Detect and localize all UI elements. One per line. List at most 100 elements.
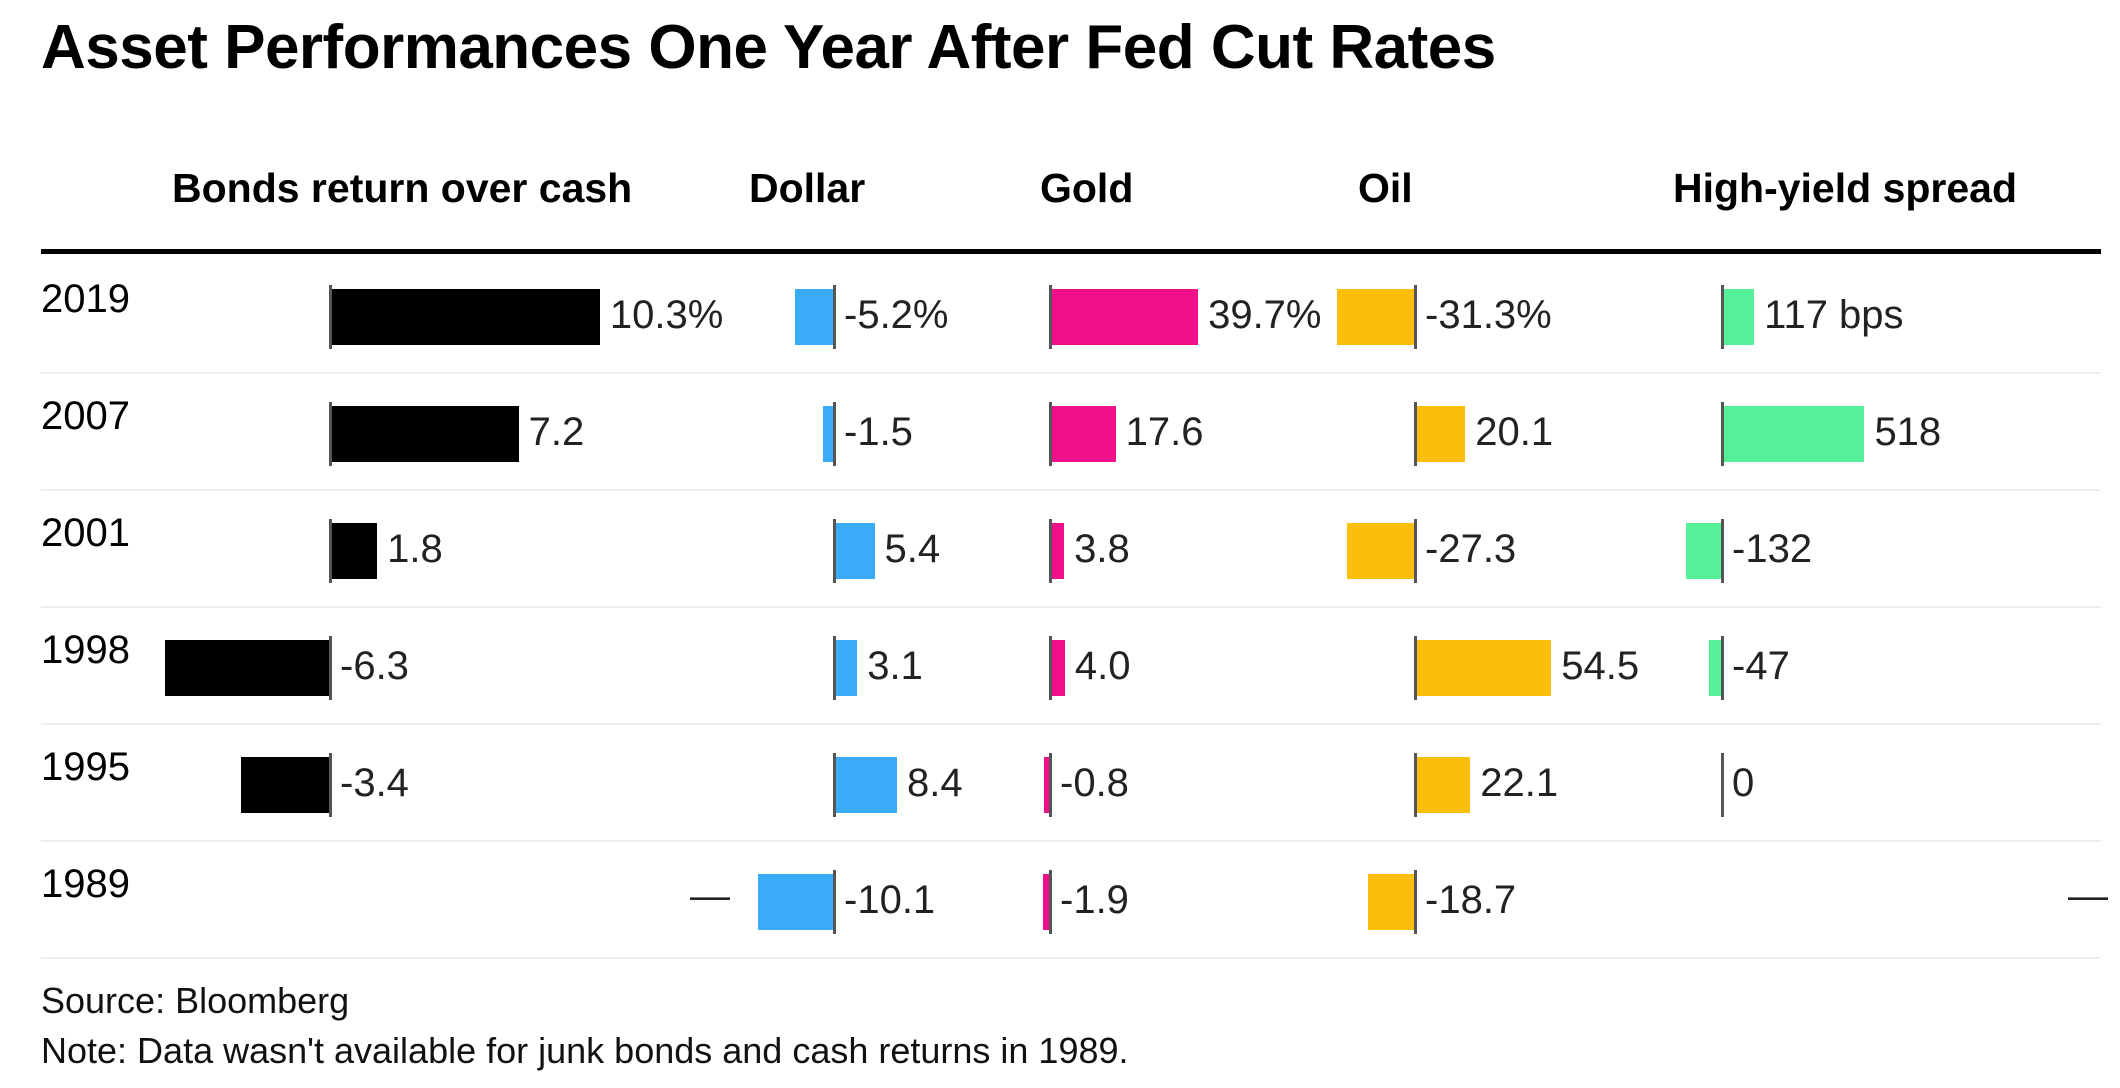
- value-label-dollar: -5.2%: [844, 292, 949, 337]
- axis-line-hy: [1721, 284, 1724, 349]
- axis-line-oil: [1414, 869, 1417, 934]
- axis-line-bonds: [329, 635, 332, 700]
- value-label-oil: -18.7: [1425, 877, 1517, 922]
- axis-line-bonds: [329, 401, 332, 466]
- bar-dollar: [795, 288, 834, 345]
- row-separator: [41, 840, 2101, 842]
- value-label-hy: 0: [1732, 760, 1755, 805]
- axis-line-dollar: [833, 752, 836, 817]
- bar-gold: [1042, 873, 1050, 930]
- axis-line-dollar: [833, 401, 836, 466]
- value-label-bonds: 10.3%: [609, 292, 724, 337]
- bar-bonds: [330, 405, 519, 462]
- bar-bonds: [164, 639, 330, 696]
- column-header-bonds: Bonds return over cash: [172, 165, 633, 211]
- row-separator: [41, 489, 2101, 491]
- axis-line-gold: [1049, 752, 1052, 817]
- bar-oil: [1346, 522, 1415, 579]
- bar-oil: [1415, 639, 1552, 696]
- value-label-gold: 4.0: [1074, 643, 1131, 688]
- bar-oil: [1368, 873, 1415, 930]
- bar-hy: [1685, 522, 1722, 579]
- value-label-dollar: 8.4: [907, 760, 963, 805]
- value-label-bonds: -3.4: [340, 760, 409, 805]
- no-data-dash: —: [690, 873, 730, 918]
- row-separator: [41, 372, 2101, 374]
- value-label-gold: 17.6: [1125, 409, 1204, 454]
- row-year-label: 2019: [41, 277, 130, 321]
- bar-oil: [1415, 756, 1471, 813]
- bar-dollar: [822, 405, 834, 462]
- column-header-high-yield-spread: High-yield spread: [1673, 165, 2018, 211]
- axis-line-oil: [1414, 635, 1417, 700]
- bar-bonds: [330, 522, 378, 579]
- axis-line-gold: [1049, 401, 1052, 466]
- axis-line-oil: [1414, 284, 1417, 349]
- bar-gold: [1050, 522, 1065, 579]
- row-year-label: 1998: [41, 628, 130, 672]
- value-label-hy: -47: [1732, 643, 1790, 688]
- column-header-dollar: Dollar: [749, 165, 866, 211]
- column-header-oil: Oil: [1358, 165, 1413, 211]
- value-label-dollar: 3.1: [867, 643, 923, 688]
- row-year-label: 1995: [41, 745, 130, 789]
- axis-line-hy: [1721, 752, 1724, 817]
- value-label-dollar: 5.4: [884, 526, 941, 571]
- axis-line-gold: [1049, 635, 1052, 700]
- axis-line-oil: [1414, 752, 1417, 817]
- bar-hy: [1722, 405, 1865, 462]
- data-note: Note: Data wasn't available for junk bon…: [41, 1030, 1129, 1071]
- bar-bonds: [240, 756, 330, 813]
- value-label-hy: 117 bps: [1764, 292, 1904, 337]
- axis-line-hy: [1721, 518, 1724, 583]
- value-label-oil: -31.3%: [1425, 292, 1552, 337]
- axis-line-oil: [1414, 518, 1417, 583]
- value-label-gold: 39.7%: [1208, 292, 1322, 337]
- value-label-bonds: -6.3: [340, 643, 409, 688]
- row-separator: [41, 606, 2101, 608]
- bar-oil: [1336, 288, 1415, 345]
- bar-dollar: [834, 756, 897, 813]
- value-label-hy: 518: [1874, 409, 1942, 454]
- bar-hy: [1709, 639, 1722, 696]
- axis-line-dollar: [833, 635, 836, 700]
- column-header-gold: Gold: [1040, 165, 1134, 211]
- axis-line-hy: [1721, 635, 1724, 700]
- row-separator: [41, 957, 2101, 959]
- value-label-oil: -27.3: [1425, 526, 1517, 571]
- source-note: Source: Bloomberg: [41, 980, 350, 1021]
- row-year-label: 1989: [41, 862, 130, 906]
- bar-gold: [1050, 639, 1065, 696]
- bar-gold: [1050, 405, 1116, 462]
- axis-line-oil: [1414, 401, 1417, 466]
- axis-line-gold: [1049, 284, 1052, 349]
- value-label-oil: 54.5: [1561, 643, 1640, 688]
- axis-line-gold: [1049, 869, 1052, 934]
- value-label-gold: 3.8: [1074, 526, 1130, 571]
- value-label-oil: 20.1: [1475, 409, 1554, 454]
- bar-gold: [1050, 288, 1199, 345]
- row-year-label: 2007: [41, 394, 130, 438]
- value-label-oil: 22.1: [1480, 760, 1559, 805]
- axis-line-bonds: [329, 284, 332, 349]
- no-data-dash: —: [2068, 873, 2108, 918]
- value-label-bonds: 7.2: [528, 409, 585, 454]
- bar-dollar: [758, 873, 834, 930]
- axis-line-bonds: [329, 752, 332, 817]
- bar-dollar: [834, 522, 875, 579]
- value-label-bonds: 1.8: [387, 526, 443, 571]
- row-separator: [41, 723, 2101, 725]
- value-label-dollar: -10.1: [844, 877, 936, 922]
- axis-line-hy: [1721, 401, 1724, 466]
- value-label-gold: -1.9: [1060, 877, 1129, 922]
- header-rule: [41, 249, 2101, 254]
- chart-title: Asset Performances One Year After Fed Cu…: [41, 13, 1496, 82]
- axis-line-dollar: [833, 518, 836, 583]
- value-label-dollar: -1.5: [844, 409, 913, 454]
- bar-dollar: [834, 639, 858, 696]
- bar-oil: [1415, 405, 1466, 462]
- axis-line-gold: [1049, 518, 1052, 583]
- axis-line-dollar: [833, 284, 836, 349]
- bar-gold: [1044, 756, 1050, 813]
- axis-line-dollar: [833, 869, 836, 934]
